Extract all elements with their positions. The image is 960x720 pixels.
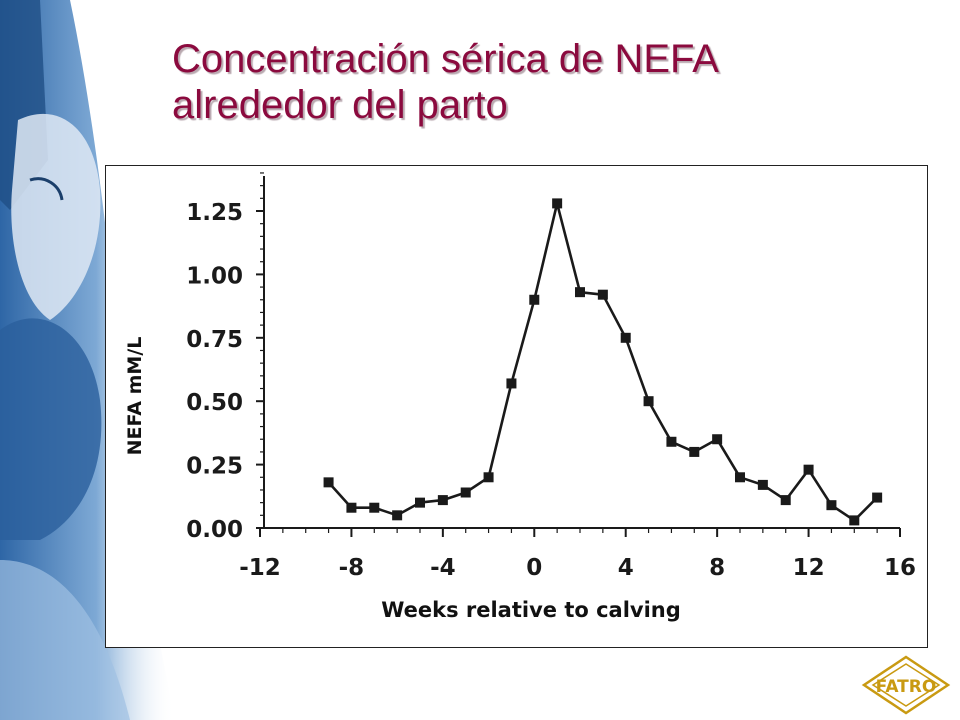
x-tick-label: 8 (709, 555, 725, 581)
y-tick-label: 0.75 (186, 327, 243, 353)
data-point (369, 502, 380, 513)
data-point (483, 472, 494, 483)
y-tick-label: 0.50 (186, 390, 243, 416)
y-tick-label: 0.00 (186, 517, 243, 543)
data-point (597, 289, 608, 300)
x-tick-label: 16 (884, 555, 916, 581)
data-point (872, 492, 883, 503)
data-point (803, 464, 814, 475)
data-point (346, 502, 357, 513)
logo-text: FATRO (876, 677, 937, 697)
data-point (712, 434, 723, 445)
chart-frame: 0.00 0.25 0.50 0.75 1.00 1.25 -12 -8 -4 0 4 8 12 16 … (105, 165, 928, 648)
data-point (323, 477, 334, 488)
data-point (643, 396, 654, 407)
x-tick-label: 4 (618, 555, 634, 581)
y-axis: 0.00 0.25 0.50 0.75 1.00 1.25 (186, 172, 265, 543)
data-point (666, 436, 677, 447)
data-point (437, 495, 448, 506)
y-axis-label: NEFA mM/L (124, 337, 146, 456)
data-point (620, 332, 631, 343)
title-line-1: Concentración sérica de NEFA (172, 37, 719, 81)
y-tick-label: 1.00 (186, 263, 243, 289)
series-layer (323, 198, 883, 526)
series-line (327, 202, 879, 522)
data-point (826, 500, 837, 511)
data-point (529, 294, 540, 305)
data-point (392, 510, 403, 521)
data-point (415, 497, 425, 508)
data-point (460, 487, 471, 498)
fatro-logo: FATRO (861, 655, 951, 715)
data-point (735, 472, 745, 483)
x-tick-label: 0 (526, 555, 542, 581)
data-point (552, 198, 563, 209)
x-tick-label: -12 (239, 555, 281, 581)
nefa-line-chart: 0.000.250.500.751.001.25 -12 -8 -4 0 4 8 12 16 … (124, 172, 916, 622)
y-tick-label: 0.25 (186, 454, 243, 480)
data-point (689, 446, 700, 457)
data-point (506, 378, 517, 389)
data-point (849, 515, 860, 526)
x-tick-label: -8 (339, 555, 365, 581)
data-point (780, 495, 791, 506)
x-tick-label: 12 (793, 555, 825, 581)
data-point (757, 479, 768, 490)
slide-title: Concentración sérica de NEFA alrededor d… (172, 36, 912, 128)
title-line-2: alrededor del parto (172, 83, 508, 127)
x-tick-label: -4 (430, 555, 456, 581)
x-axis-label: Weeks relative to calving (381, 598, 681, 622)
y-tick-label: 1.25 (186, 200, 243, 226)
x-axis: -12 -8 -4 0 4 8 12 16 (239, 527, 916, 581)
data-point (575, 287, 585, 298)
